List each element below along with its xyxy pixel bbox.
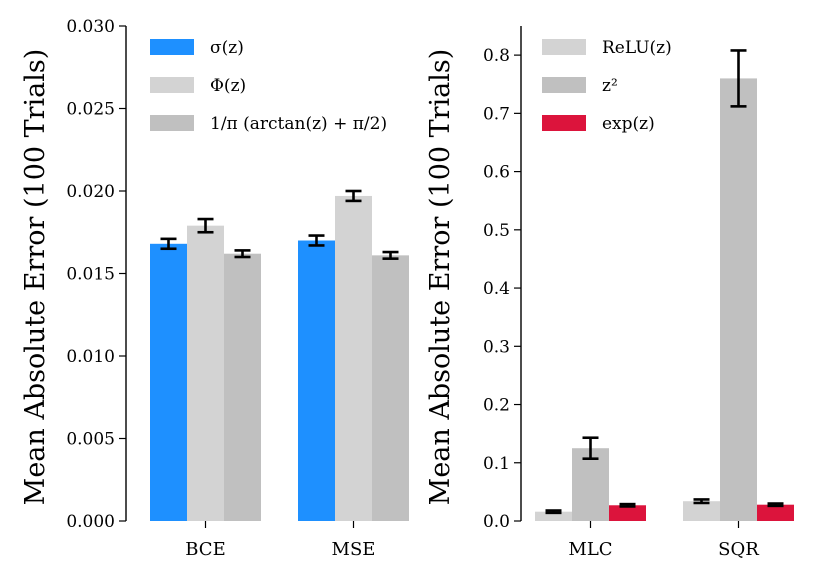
right-x-ticks: MLC SQR	[568, 521, 759, 560]
y-tick-label: 0.010	[66, 347, 115, 367]
right-y-axis-label: Mean Absolute Error (100 Trials)	[425, 49, 456, 506]
legend-label-series-1: z²	[602, 76, 618, 96]
legend-label-series-1: Φ(z)	[210, 76, 246, 96]
x-tick-label-bce: BCE	[185, 539, 225, 560]
y-tick-label: 0.6	[483, 163, 510, 183]
y-tick-label: 0.020	[66, 182, 115, 202]
bar-sqr-series-2	[757, 504, 794, 521]
error-bar-bce-series-2	[234, 249, 251, 259]
bar-mse-series-0	[298, 240, 335, 521]
y-tick-label: 0.2	[483, 396, 510, 416]
legend-swatch-series-2	[542, 115, 586, 131]
error-bar-sqr-series-2	[767, 502, 784, 508]
left-legend: σ(z) Φ(z) 1/π (arctan(z) + π/2)	[150, 38, 387, 134]
legend-label-series-2: exp(z)	[602, 114, 655, 134]
x-tick-label-sqr: SQR	[718, 539, 759, 560]
y-tick-label: 0.5	[483, 221, 510, 241]
error-bar-bce-series-1	[197, 217, 214, 234]
bar-mse-series-2	[372, 255, 409, 521]
y-tick-label: 0.0	[483, 512, 510, 532]
y-tick-label: 0.015	[66, 265, 115, 285]
bar-bce-series-2	[224, 253, 261, 521]
error-bar-sqr-series-1	[730, 49, 747, 108]
error-bar-mse-series-2	[382, 250, 399, 260]
y-tick-label: 0.4	[483, 279, 510, 299]
bar-mlc-series-2	[609, 505, 646, 521]
x-tick-label-mlc: MLC	[568, 539, 612, 560]
legend-label-series-0: σ(z)	[210, 38, 244, 58]
error-bar-mse-series-1	[345, 189, 362, 203]
error-bar-bce-series-0	[160, 237, 177, 251]
bar-mlc-series-0	[535, 511, 572, 521]
legend-swatch-series-2	[150, 115, 194, 131]
legend-swatch-series-0	[542, 39, 586, 55]
right-bars	[535, 49, 794, 521]
error-bar-mlc-series-2	[619, 502, 636, 508]
bar-sqr-series-1	[720, 78, 757, 521]
right-legend: ReLU(z) z² exp(z)	[542, 38, 672, 134]
error-bar-mlc-series-0	[545, 509, 562, 515]
legend-label-series-2: 1/π (arctan(z) + π/2)	[210, 114, 387, 134]
error-bar-mse-series-0	[308, 234, 325, 247]
y-tick-label: 0.7	[483, 104, 510, 124]
left-bars	[150, 189, 409, 522]
legend-swatch-series-0	[150, 39, 194, 55]
error-bar-mlc-series-1	[582, 436, 599, 460]
y-tick-label: 0.030	[66, 17, 115, 37]
legend-swatch-series-1	[150, 77, 194, 93]
y-tick-label: 0.1	[483, 454, 510, 474]
left-y-axis-label: Mean Absolute Error (100 Trials)	[20, 49, 51, 506]
error-bar-sqr-series-0	[693, 498, 710, 505]
y-tick-label: 0.005	[66, 430, 115, 450]
right-y-ticks: 0.0 0.1 0.2 0.3 0.4 0.5 0.6 0.7 0.8	[483, 46, 521, 532]
bar-mlc-series-1	[572, 448, 609, 521]
bar-sqr-series-0	[683, 501, 720, 521]
y-tick-label: 0.000	[66, 512, 115, 532]
left-x-ticks: BCE MSE	[185, 521, 375, 560]
bar-bce-series-0	[150, 243, 187, 522]
left-y-ticks: 0.000 0.005 0.010 0.015 0.020 0.025 0.030	[66, 17, 126, 532]
y-tick-label: 0.8	[483, 46, 510, 66]
y-tick-label: 0.025	[66, 100, 115, 120]
bar-bce-series-1	[187, 225, 224, 521]
legend-label-series-0: ReLU(z)	[602, 38, 672, 58]
y-tick-label: 0.3	[483, 337, 510, 357]
right-panel: Mean Absolute Error (100 Trials) 0.00.10…	[425, 26, 794, 560]
left-panel: Mean Absolute Error (100 Trials) 0.0000.…	[20, 17, 409, 560]
x-tick-label-mse: MSE	[332, 539, 376, 560]
legend-swatch-series-1	[542, 77, 586, 93]
bar-mse-series-1	[335, 195, 372, 521]
